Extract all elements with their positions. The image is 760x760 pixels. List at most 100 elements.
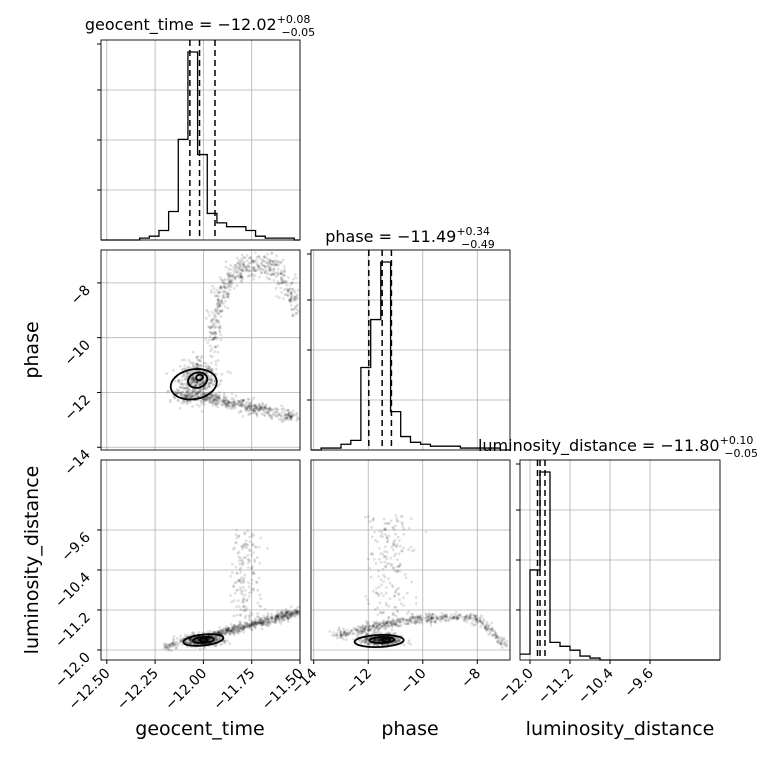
sample-point <box>375 591 378 595</box>
panel-phase-vs-luminosity_distance <box>310 459 511 661</box>
sample-point <box>179 639 182 643</box>
sample-point <box>250 567 254 570</box>
sample-point <box>285 287 288 291</box>
sample-point <box>261 619 265 623</box>
sample-point <box>198 358 202 362</box>
sample-point <box>210 393 214 397</box>
sample-point <box>500 646 504 649</box>
sample-point <box>440 611 444 615</box>
sample-point <box>262 622 265 625</box>
sample-point <box>191 390 195 394</box>
sample-point <box>280 269 283 273</box>
sample-point <box>230 397 234 401</box>
sample-point <box>474 620 478 623</box>
sample-point <box>436 617 440 621</box>
sample-point <box>430 615 434 619</box>
sample-point <box>271 267 275 271</box>
sample-point <box>236 261 240 265</box>
sample-point <box>253 617 257 621</box>
sample-point <box>223 627 227 630</box>
sample-point <box>199 364 203 367</box>
sample-point <box>386 623 390 627</box>
sample-point <box>214 398 217 402</box>
sample-point <box>236 628 240 632</box>
sample-point <box>227 629 230 633</box>
sample-point <box>383 550 387 553</box>
sample-point <box>259 406 263 409</box>
sample-point <box>247 261 251 265</box>
sample-point <box>386 537 390 540</box>
sample-point <box>362 627 366 630</box>
sample-point <box>188 388 192 392</box>
sample-point <box>284 280 288 284</box>
sample-point <box>239 399 243 402</box>
sample-point <box>167 646 171 650</box>
sample-point <box>240 576 243 580</box>
sample-point <box>251 273 255 276</box>
sample-point <box>337 626 341 630</box>
sample-point <box>209 326 213 330</box>
sample-point <box>377 637 380 641</box>
sample-point <box>335 633 339 637</box>
sample-point <box>216 396 220 399</box>
sample-point <box>227 400 231 404</box>
sample-point <box>253 572 256 575</box>
sample-point <box>406 622 410 626</box>
sample-point <box>382 624 385 628</box>
sample-point <box>414 602 418 605</box>
sample-point <box>268 407 272 410</box>
sample-point <box>237 599 240 602</box>
sample-point <box>451 617 455 620</box>
sample-point <box>292 413 296 417</box>
sample-point <box>252 268 256 271</box>
sample-point <box>178 406 182 410</box>
sample-point <box>249 553 253 557</box>
sample-point <box>394 544 397 548</box>
sample-point <box>275 615 279 619</box>
sample-point <box>235 580 238 584</box>
sample-point <box>353 628 357 631</box>
sample-point <box>377 638 380 641</box>
sample-point <box>279 614 283 618</box>
sample-point <box>403 622 407 625</box>
sample-point <box>491 626 494 630</box>
sample-point <box>394 605 397 609</box>
sample-point <box>207 326 211 329</box>
sample-point <box>346 628 350 632</box>
sample-point <box>289 417 292 420</box>
sample-point <box>239 591 243 595</box>
sample-point <box>226 370 230 374</box>
sample-point <box>259 621 263 625</box>
sample-point <box>191 379 195 382</box>
sample-point <box>360 640 364 644</box>
sample-point <box>209 395 212 399</box>
sample-point <box>283 281 287 285</box>
sample-point <box>279 276 283 279</box>
sample-point <box>394 552 397 556</box>
sample-point <box>233 263 237 267</box>
sample-point <box>411 549 414 553</box>
sample-point <box>192 364 195 368</box>
sample-point <box>407 548 410 552</box>
sample-point <box>265 261 269 265</box>
sample-point <box>241 627 245 631</box>
sample-point <box>417 615 420 619</box>
sample-point <box>257 403 261 407</box>
sample-point <box>213 396 216 400</box>
sample-point <box>248 614 252 618</box>
sample-point <box>210 338 214 342</box>
sample-point <box>199 356 203 360</box>
sample-point <box>212 313 216 317</box>
sample-point <box>236 399 240 403</box>
sample-point <box>415 620 419 624</box>
sample-point <box>368 628 372 632</box>
sample-point <box>212 631 216 634</box>
sample-point <box>238 404 242 408</box>
sample-point <box>439 619 443 623</box>
sample-point <box>215 319 219 323</box>
sample-point <box>207 638 211 642</box>
sample-point <box>443 614 447 618</box>
sample-point <box>249 261 253 265</box>
sample-point <box>279 272 283 275</box>
sample-point <box>483 624 487 627</box>
